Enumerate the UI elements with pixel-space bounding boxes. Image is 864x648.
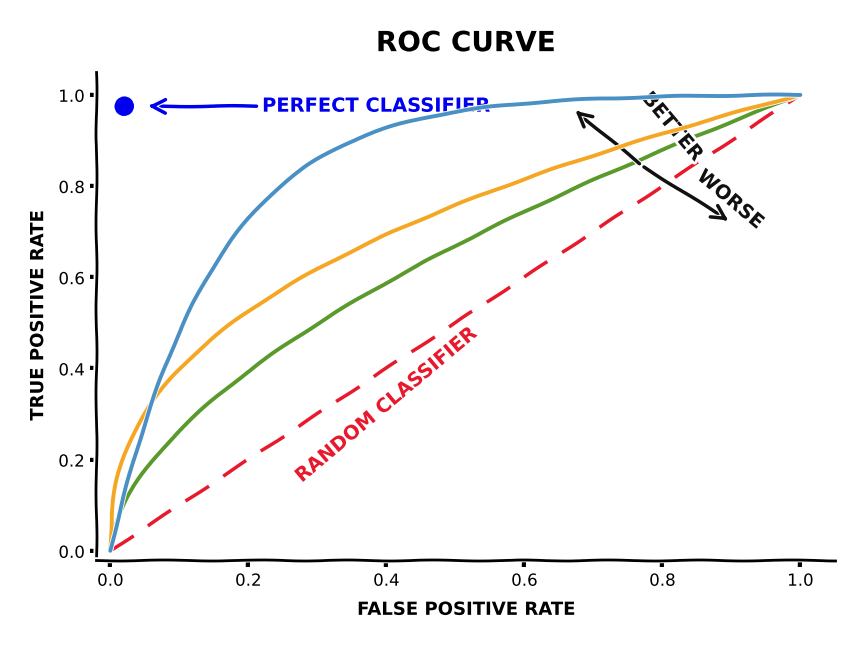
Text: WORSE: WORSE [694,167,767,233]
Text: BETTER: BETTER [638,89,707,165]
Y-axis label: TRUE POSITIVE RATE: TRUE POSITIVE RATE [29,211,48,421]
X-axis label: FALSE POSITIVE RATE: FALSE POSITIVE RATE [357,601,575,619]
Text: PERFECT CLASSIFIER: PERFECT CLASSIFIER [151,97,490,116]
Title: ROC CURVE: ROC CURVE [376,29,556,57]
Text: RANDOM CLASSIFIER: RANDOM CLASSIFIER [292,324,480,486]
